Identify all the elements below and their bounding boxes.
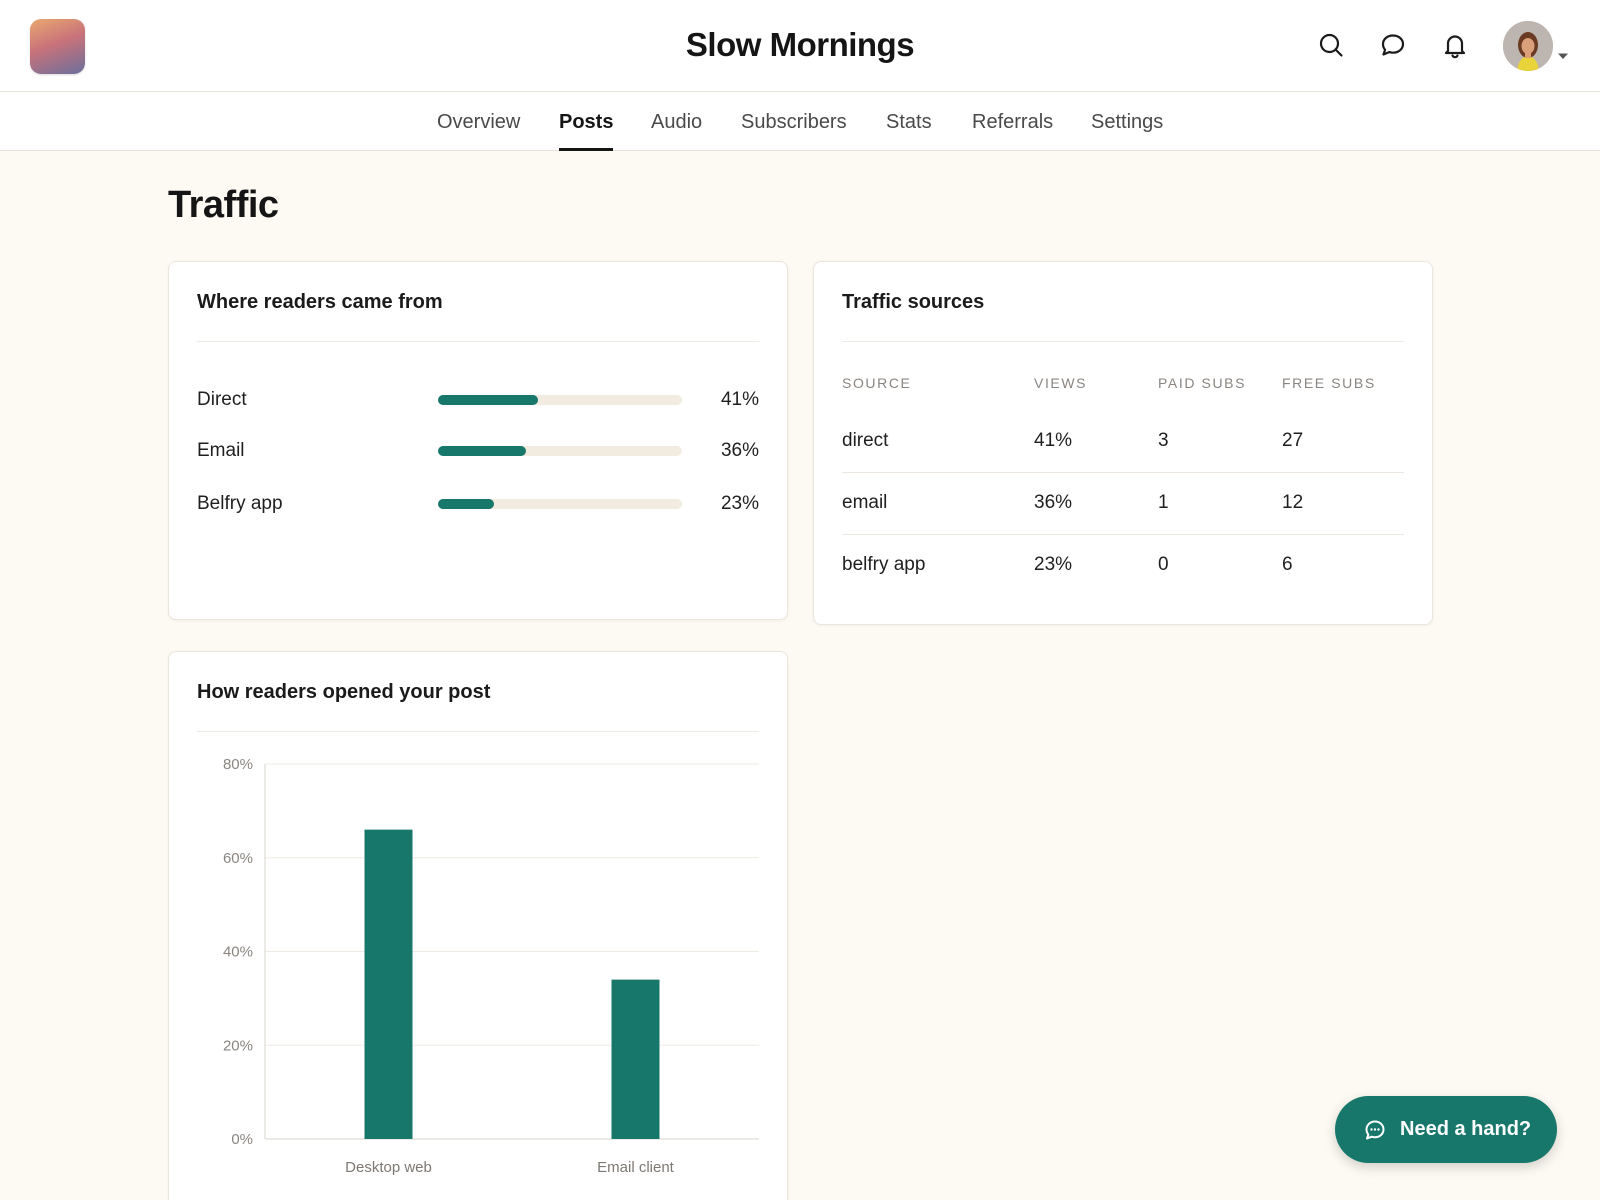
tab-posts[interactable]: Posts bbox=[559, 92, 614, 151]
divider bbox=[197, 731, 759, 732]
cell-views: 41% bbox=[1034, 430, 1073, 451]
card-title: Traffic sources bbox=[842, 291, 985, 313]
column-header-source: SOURCE bbox=[842, 375, 912, 391]
chevron-down-icon[interactable] bbox=[1557, 52, 1569, 60]
cell-source: email bbox=[842, 492, 888, 513]
column-header-views: VIEWS bbox=[1034, 375, 1088, 391]
divider bbox=[842, 341, 1404, 342]
tab-subscribers[interactable]: Subscribers bbox=[741, 111, 847, 133]
where-readers-card: Where readers came from Direct 41% Email… bbox=[168, 261, 788, 620]
cell-free-subs: 6 bbox=[1282, 554, 1293, 575]
source-row: Direct 41% bbox=[197, 387, 759, 413]
bell-icon[interactable] bbox=[1440, 30, 1470, 60]
progress-fill bbox=[438, 499, 495, 509]
table-row: direct 41% 3 27 bbox=[842, 411, 1404, 473]
cell-free-subs: 12 bbox=[1282, 492, 1304, 513]
tab-settings[interactable]: Settings bbox=[1091, 111, 1164, 133]
tab-audio[interactable]: Audio bbox=[651, 111, 703, 133]
traffic-sources-card: Traffic sources SOURCE VIEWS PAID SUBS F… bbox=[813, 261, 1433, 625]
cell-views: 23% bbox=[1034, 554, 1073, 575]
column-header-paid-subs: PAID SUBS bbox=[1158, 375, 1247, 391]
cell-paid-subs: 3 bbox=[1158, 430, 1169, 451]
y-tick-label: 60% bbox=[223, 850, 253, 867]
source-row: Email 36% bbox=[197, 438, 759, 464]
progress-track bbox=[438, 395, 682, 405]
cell-paid-subs: 1 bbox=[1158, 492, 1169, 513]
top-bar: Slow Mornings bbox=[0, 0, 1600, 92]
progress-track bbox=[438, 499, 682, 509]
page-title: Traffic bbox=[168, 184, 279, 226]
table-row: email 36% 1 12 bbox=[842, 473, 1404, 535]
chat-icon[interactable] bbox=[1378, 30, 1408, 60]
cell-source: belfry app bbox=[842, 554, 926, 575]
search-icon[interactable] bbox=[1316, 30, 1346, 60]
tab-overview[interactable]: Overview bbox=[437, 111, 521, 133]
y-tick-label: 40% bbox=[223, 944, 253, 961]
progress-fill bbox=[438, 446, 526, 456]
card-title: How readers opened your post bbox=[197, 681, 491, 703]
tab-bar: Overview Posts Audio Subscribers Stats R… bbox=[0, 92, 1600, 151]
opened-bar-chart: 0% 20% 40% 60% 80% Desktop web Email client bbox=[223, 756, 759, 1176]
x-tick-label: Desktop web bbox=[345, 1159, 432, 1176]
bar[interactable] bbox=[364, 829, 413, 1139]
source-percent: 36% bbox=[720, 440, 759, 461]
cell-paid-subs: 0 bbox=[1158, 554, 1169, 575]
publication-title: Slow Mornings bbox=[685, 26, 915, 63]
divider bbox=[197, 341, 759, 342]
source-label: Direct bbox=[197, 389, 247, 410]
tab-referrals[interactable]: Referrals bbox=[972, 111, 1054, 133]
need-a-hand-label: Need a hand? bbox=[1400, 1118, 1532, 1140]
need-a-hand-button[interactable]: Need a hand? bbox=[1335, 1096, 1557, 1163]
progress-fill bbox=[438, 395, 539, 405]
progress-track bbox=[438, 446, 682, 456]
opened-post-card: How readers opened your post 0% 20% 40% 60%… bbox=[168, 651, 788, 1200]
publication-logo[interactable] bbox=[30, 19, 85, 74]
card-title: Where readers came from bbox=[197, 291, 443, 313]
cell-views: 36% bbox=[1034, 492, 1073, 513]
source-label: Belfry app bbox=[197, 493, 283, 514]
y-tick-label: 80% bbox=[223, 756, 253, 773]
bar[interactable] bbox=[611, 979, 660, 1139]
cell-free-subs: 27 bbox=[1282, 430, 1304, 451]
column-header-free-subs: FREE SUBS bbox=[1282, 375, 1376, 391]
cell-source: direct bbox=[842, 430, 889, 451]
source-label: Email bbox=[197, 440, 245, 461]
y-tick-label: 0% bbox=[231, 1131, 253, 1148]
avatar[interactable] bbox=[1503, 21, 1553, 71]
y-tick-label: 20% bbox=[223, 1037, 253, 1054]
source-percent: 41% bbox=[720, 389, 759, 410]
source-row: Belfry app 23% bbox=[197, 491, 759, 517]
tab-stats[interactable]: Stats bbox=[886, 111, 932, 133]
chat-bubble-icon bbox=[1365, 1120, 1385, 1140]
table-row: belfry app 23% 0 6 bbox=[842, 535, 1404, 597]
x-tick-label: Email client bbox=[597, 1159, 675, 1176]
source-percent: 23% bbox=[720, 493, 759, 514]
